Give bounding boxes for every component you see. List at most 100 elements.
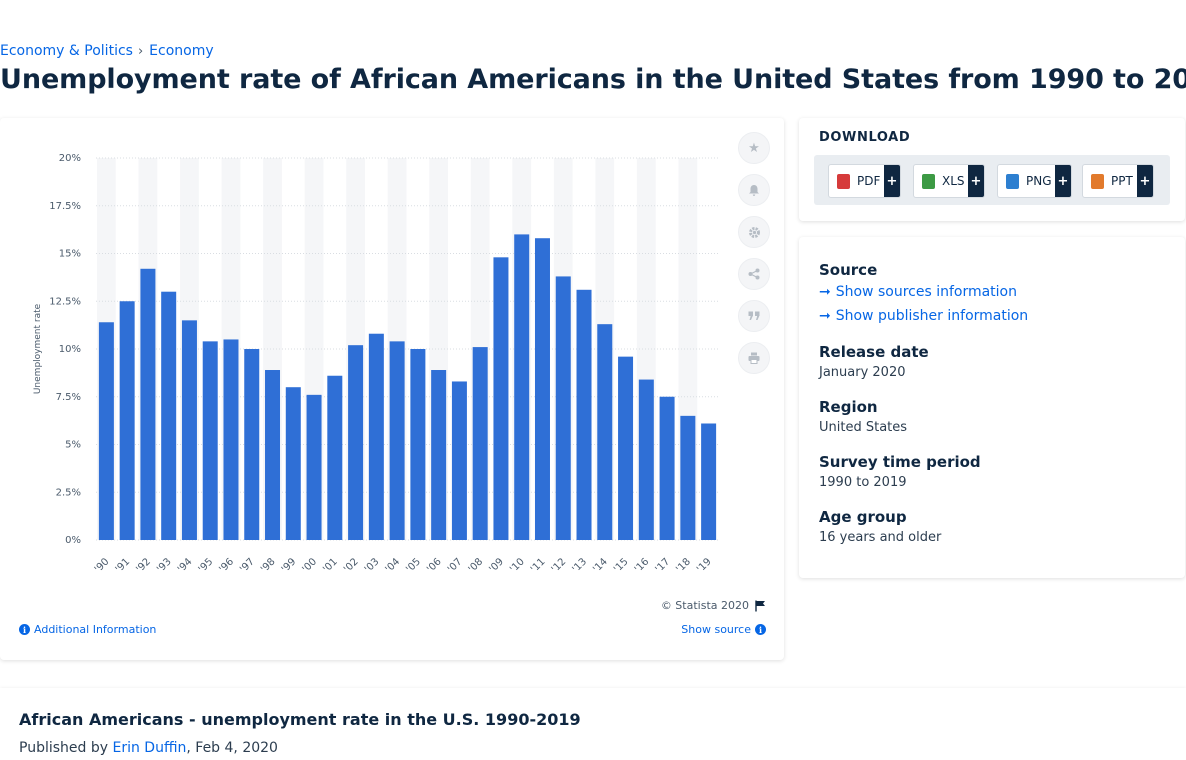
- x-tick-label: '98: [259, 556, 278, 575]
- bar: [555, 276, 571, 540]
- bar: [285, 387, 301, 540]
- x-tick-label: '02: [342, 556, 361, 575]
- x-tick-label: '09: [487, 556, 506, 575]
- info-icon: i: [19, 624, 30, 635]
- breadcrumb: Economy & Politics › Economy: [0, 43, 214, 59]
- x-tick-label: '05: [404, 556, 423, 575]
- show-sources-label: Show sources information: [835, 284, 1017, 300]
- x-tick-label: '90: [93, 556, 112, 575]
- star-icon[interactable]: ★: [738, 132, 770, 164]
- bar: [348, 345, 364, 540]
- download-png-button[interactable]: PNG +: [997, 164, 1072, 198]
- bar: [472, 347, 488, 540]
- y-tick-label: 10%: [59, 344, 81, 355]
- metadata-card: Source ➞ Show sources information ➞ Show…: [799, 237, 1185, 578]
- page-title: Unemployment rate of African Americans i…: [0, 64, 1186, 95]
- region-value: United States: [819, 420, 908, 435]
- y-tick-label: 15%: [59, 249, 81, 260]
- additional-information-label: Additional Information: [34, 623, 157, 636]
- additional-information-link[interactable]: i Additional Information: [19, 623, 156, 636]
- download-title: DOWNLOAD: [819, 130, 911, 145]
- chart-toolbar: ★: [738, 132, 772, 384]
- show-source-link[interactable]: Show source i: [681, 623, 766, 636]
- show-source-label: Show source: [681, 623, 751, 636]
- download-pdf-button[interactable]: PDF +: [828, 164, 901, 198]
- x-tick-label: '00: [300, 556, 319, 575]
- source-heading: Source: [819, 261, 878, 279]
- print-icon[interactable]: [738, 342, 770, 374]
- x-tick-label: '17: [653, 556, 672, 575]
- arrow-right-icon: ➞: [819, 284, 831, 300]
- bar: [431, 370, 447, 540]
- bar: [534, 238, 550, 540]
- quote-icon[interactable]: [738, 300, 770, 332]
- copyright-text: © Statista 2020: [660, 599, 749, 612]
- xls-file-icon: [922, 173, 935, 189]
- download-ppt-label: PPT: [1111, 174, 1133, 188]
- download-xls-button[interactable]: XLS +: [913, 164, 985, 198]
- y-tick-label: 20%: [59, 153, 81, 164]
- breadcrumb-economy[interactable]: Economy: [149, 43, 214, 59]
- age-group-value: 16 years and older: [819, 530, 942, 545]
- plus-icon: +: [1055, 165, 1071, 197]
- y-tick-label: 12.5%: [49, 296, 81, 307]
- release-date-heading: Release date: [819, 343, 929, 361]
- show-publisher-link[interactable]: ➞ Show publisher information: [819, 308, 1028, 324]
- bar: [306, 394, 322, 540]
- bar: [576, 289, 592, 540]
- x-tick-label: '07: [446, 556, 465, 575]
- bar: [701, 423, 717, 540]
- bell-icon[interactable]: [738, 174, 770, 206]
- x-tick-label: '12: [550, 556, 569, 575]
- y-tick-label: 2.5%: [56, 487, 81, 498]
- survey-period-value: 1990 to 2019: [819, 475, 907, 490]
- x-tick-label: '16: [633, 556, 652, 575]
- bar: [389, 341, 405, 540]
- x-tick-label: '96: [217, 556, 236, 575]
- y-axis-label: Unemployment rate: [33, 303, 43, 394]
- show-sources-link[interactable]: ➞ Show sources information: [819, 284, 1017, 300]
- breadcrumb-economy-politics[interactable]: Economy & Politics: [0, 43, 133, 59]
- download-card: DOWNLOAD PDF + XLS + PNG + PPT +: [799, 118, 1185, 221]
- x-tick-label: '91: [114, 556, 133, 575]
- x-tick-label: '93: [155, 556, 174, 575]
- bar: [493, 257, 509, 540]
- statistic-summary-card: African Americans - unemployment rate in…: [0, 688, 1186, 760]
- plus-icon: +: [1137, 165, 1153, 197]
- download-xls-label: XLS: [942, 174, 965, 188]
- x-tick-label: '99: [280, 556, 299, 575]
- x-tick-label: '08: [467, 556, 486, 575]
- bar: [98, 322, 114, 540]
- download-ppt-button[interactable]: PPT +: [1082, 164, 1154, 198]
- bar: [161, 291, 177, 540]
- x-tick-label: '19: [695, 556, 714, 575]
- ppt-file-icon: [1091, 173, 1104, 189]
- survey-period-heading: Survey time period: [819, 453, 981, 471]
- plus-icon: +: [884, 165, 900, 197]
- gear-icon[interactable]: [738, 216, 770, 248]
- x-tick-label: '11: [529, 556, 548, 575]
- y-tick-label: 7.5%: [56, 392, 81, 403]
- bar: [140, 268, 156, 540]
- download-pdf-label: PDF: [857, 174, 881, 188]
- share-icon[interactable]: [738, 258, 770, 290]
- bar: [410, 349, 426, 540]
- bar: [223, 339, 239, 540]
- bar: [368, 333, 384, 540]
- y-tick-label: 5%: [65, 440, 81, 451]
- x-tick-label: '10: [508, 556, 527, 575]
- download-bar: PDF + XLS + PNG + PPT +: [814, 155, 1170, 205]
- flag-icon[interactable]: [755, 600, 766, 612]
- bar: [451, 381, 467, 540]
- age-group-heading: Age group: [819, 508, 907, 526]
- arrow-right-icon: ➞: [819, 308, 831, 324]
- bar: [514, 234, 530, 540]
- x-tick-label: '01: [321, 556, 340, 575]
- bar-chart: 0% 2.5% 5% 7.5% 10% 12.5% 15% 17.5% 20% '90'91'92…: [33, 153, 719, 575]
- bar: [202, 341, 218, 540]
- bar: [618, 356, 634, 540]
- breadcrumb-separator: ›: [137, 43, 144, 59]
- published-prefix: Published by: [19, 740, 113, 756]
- author-link[interactable]: Erin Duffin: [112, 740, 187, 756]
- x-tick-label: '14: [591, 556, 610, 575]
